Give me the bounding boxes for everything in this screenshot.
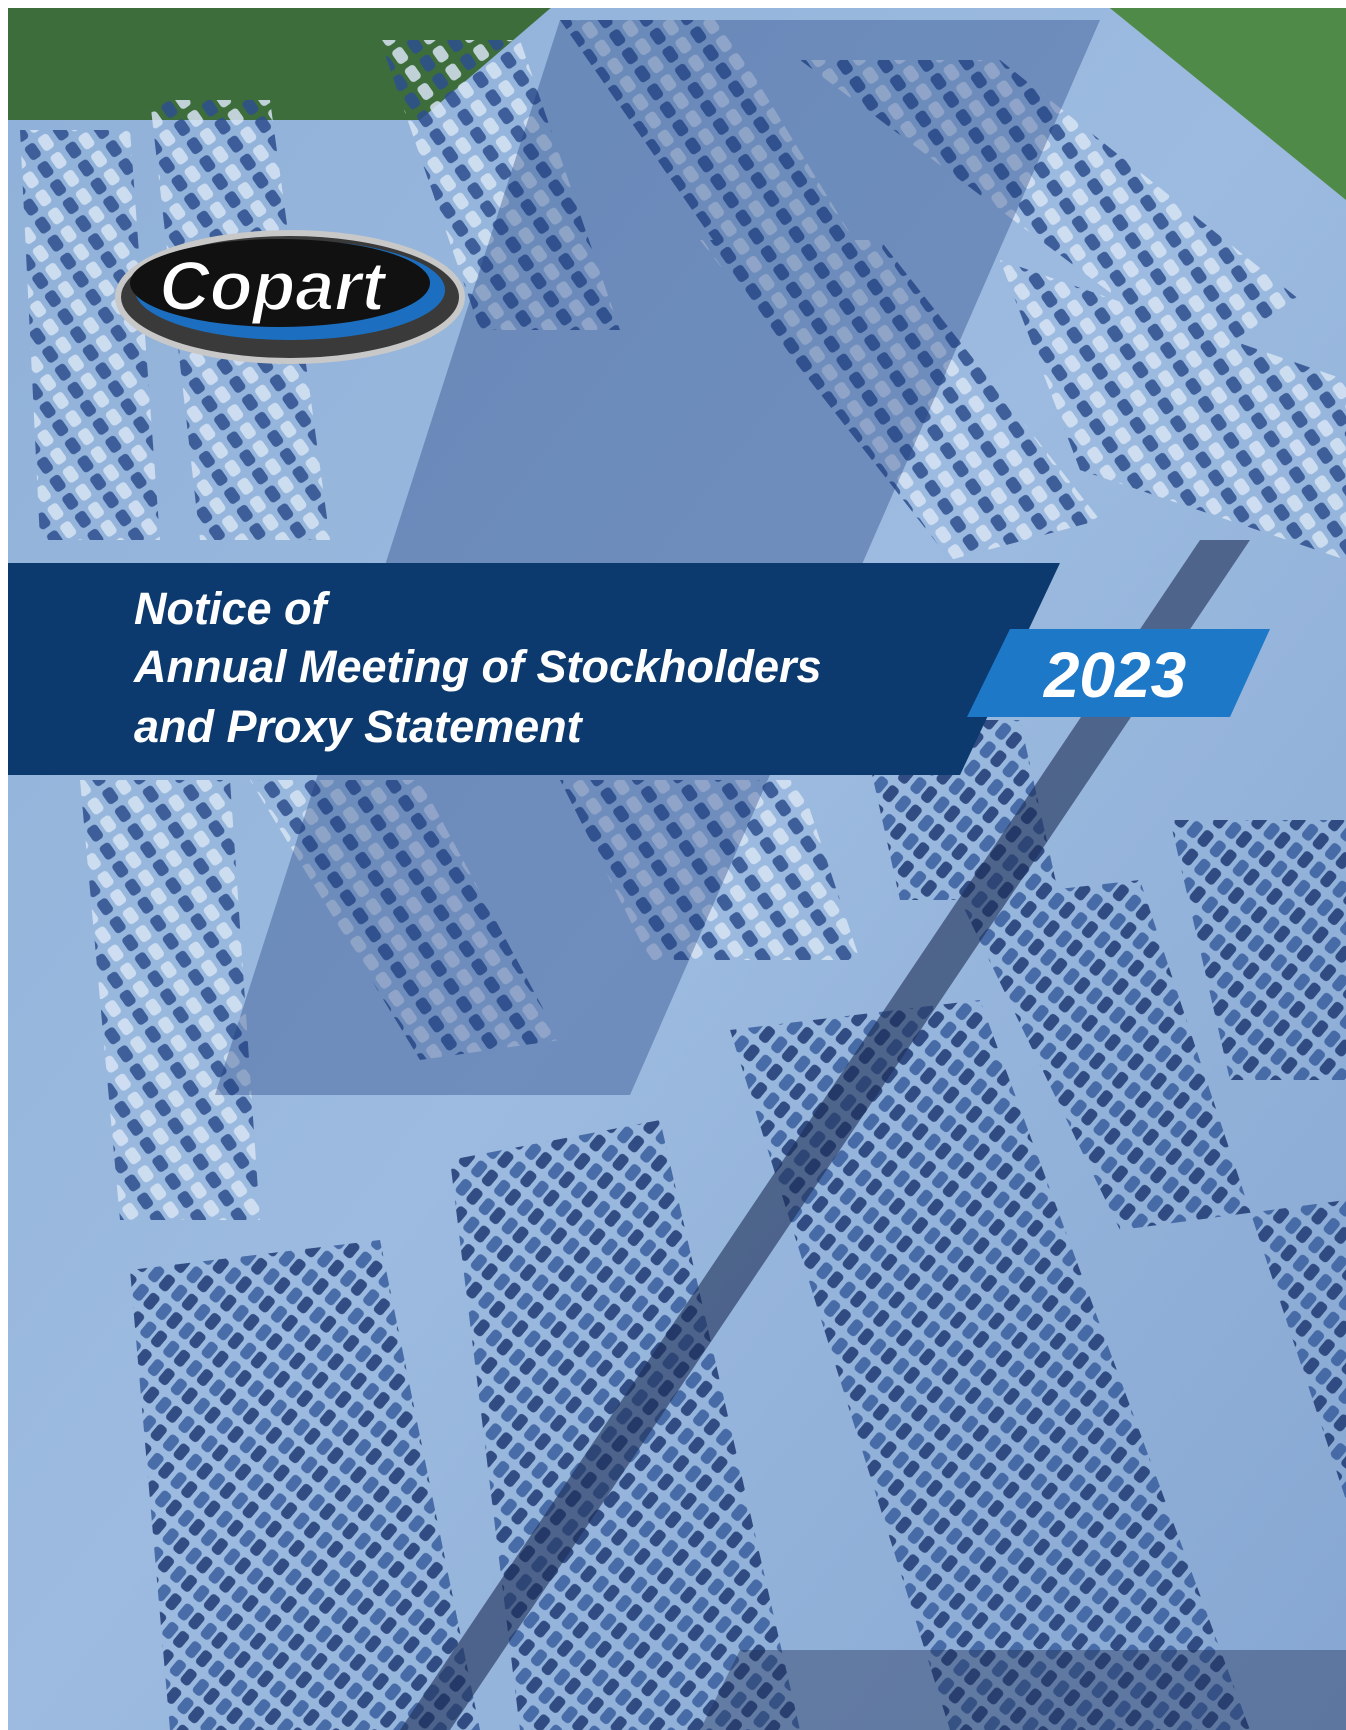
year: 2023 xyxy=(1043,639,1186,711)
logo-text: Copart xyxy=(159,247,387,325)
logo: Copart xyxy=(115,230,465,364)
title-line: Notice of xyxy=(134,583,331,634)
title-line: and Proxy Statement xyxy=(134,701,584,752)
title-banner xyxy=(8,563,1060,775)
year-badge xyxy=(967,629,1270,717)
title-line: Annual Meeting of Stockholders xyxy=(133,641,822,692)
